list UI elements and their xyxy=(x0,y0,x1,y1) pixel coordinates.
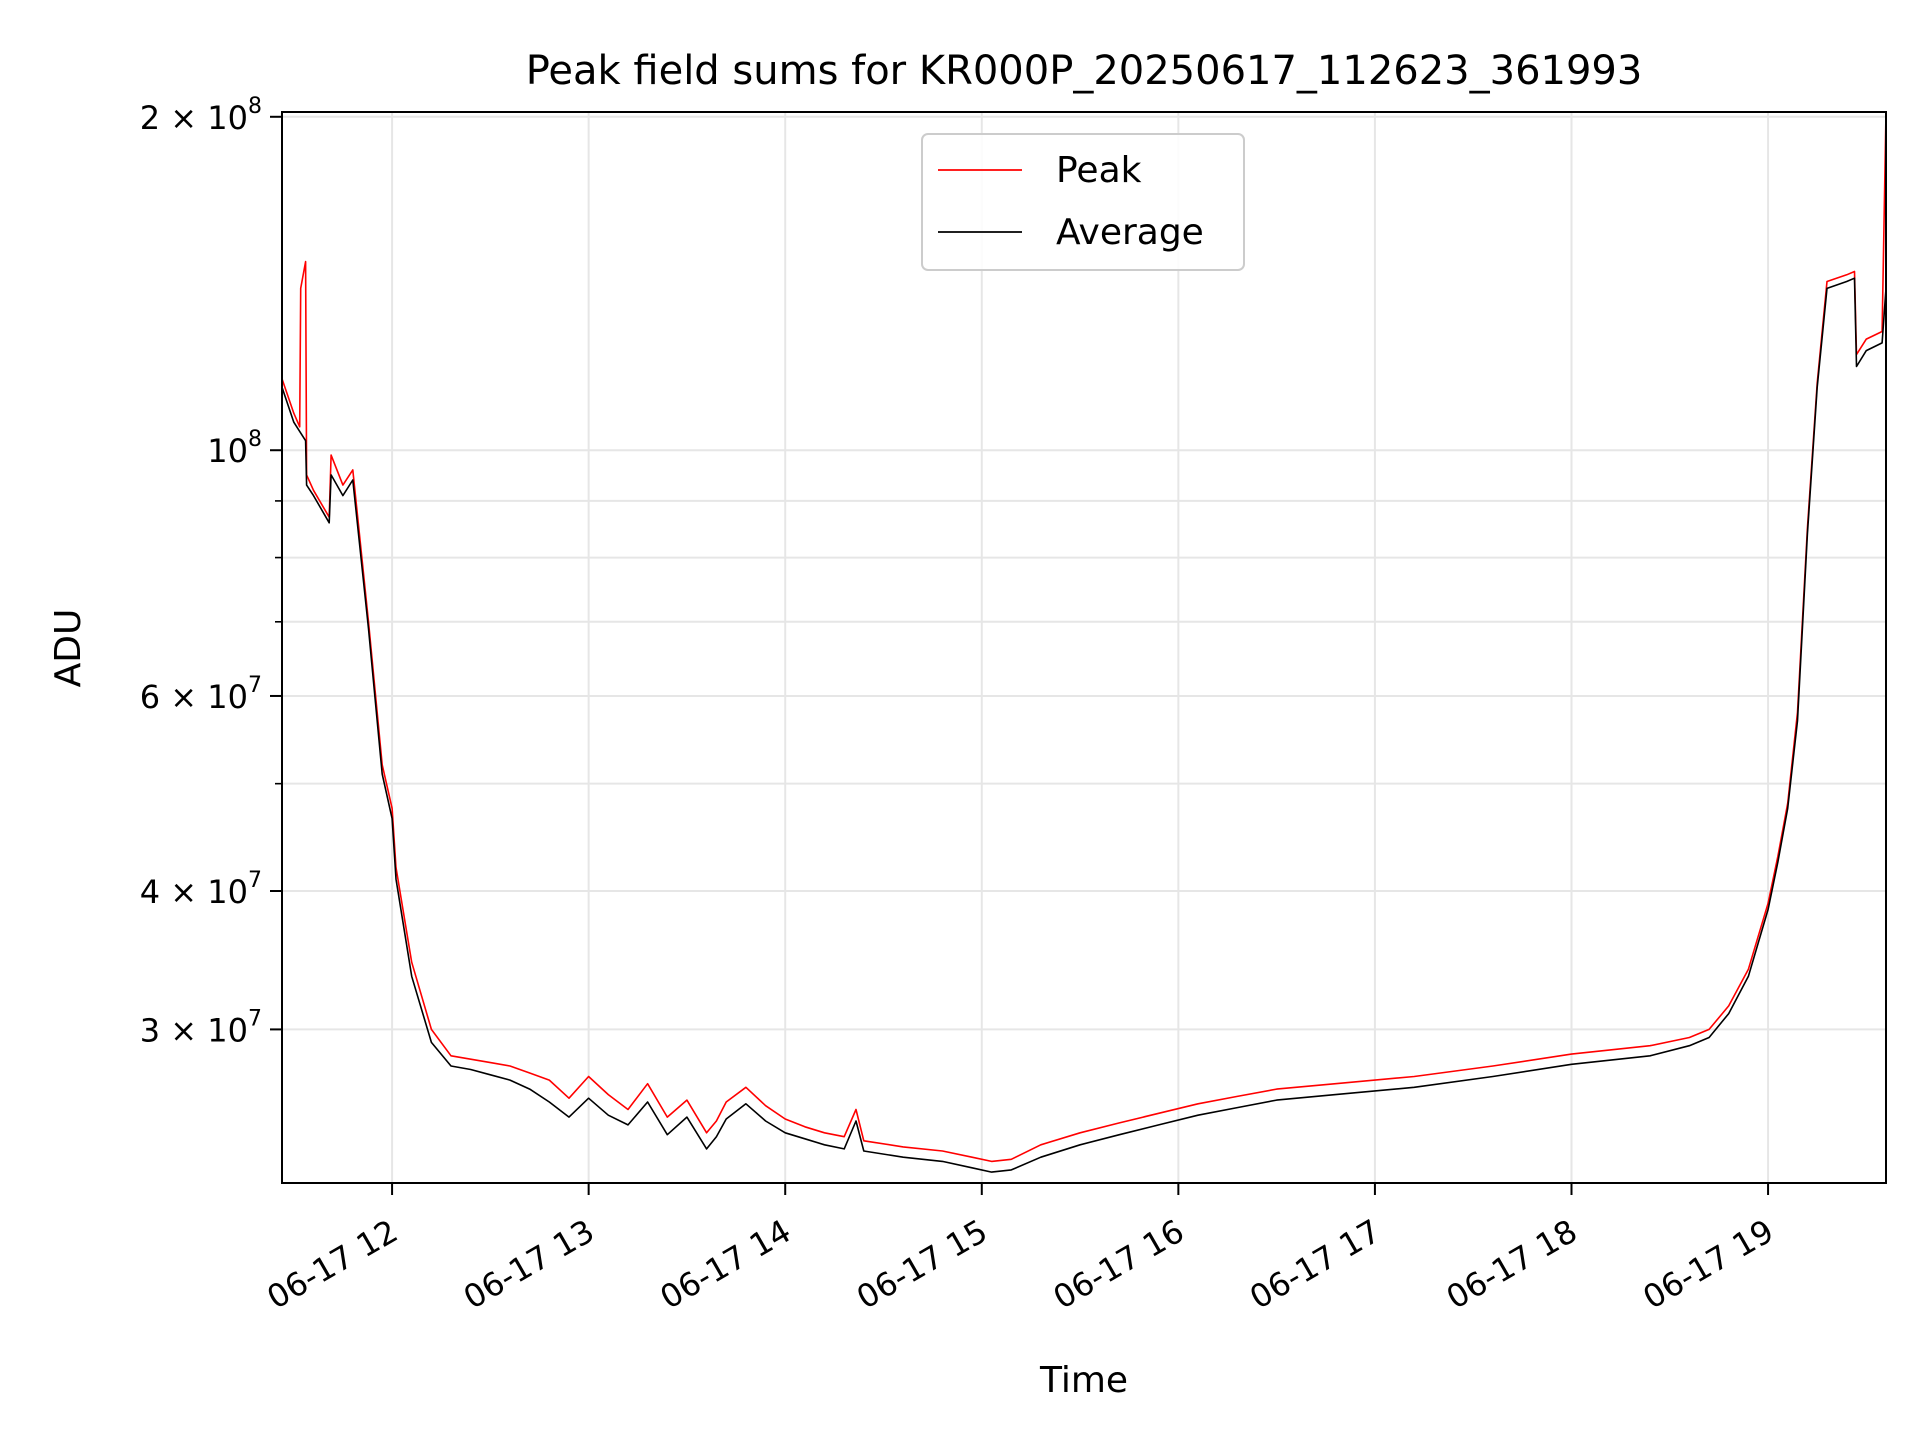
series-line-average xyxy=(281,277,1887,1173)
y-tick-mantissa: 4 xyxy=(140,873,160,911)
y-tick-times: × xyxy=(160,873,207,911)
y-tick-exponent: 8 xyxy=(248,94,262,119)
y-tick-base: 10 xyxy=(207,432,248,470)
y-tick-exponent: 7 xyxy=(248,868,262,893)
y-tick-label: 108 xyxy=(207,427,262,470)
y-tick-label: 2 × 108 xyxy=(140,94,262,137)
legend: Peak Average xyxy=(921,133,1245,271)
y-tick-base: 10 xyxy=(207,1011,248,1049)
y-tick-mantissa: 2 xyxy=(140,99,160,137)
y-axis-label: ADU xyxy=(48,609,89,688)
legend-label-average: Average xyxy=(1056,212,1204,253)
y-tick-exponent: 8 xyxy=(248,427,262,452)
legend-box xyxy=(921,133,1245,271)
series-lines xyxy=(281,111,1887,1173)
y-tick-label: 3 × 107 xyxy=(140,1006,262,1049)
y-tick-exponent: 7 xyxy=(248,673,262,698)
y-tick-times: × xyxy=(160,99,207,137)
plot-frame xyxy=(281,111,1887,1184)
grid xyxy=(282,112,1886,1183)
y-tick-label: 6 × 107 xyxy=(140,673,262,716)
y-tick-label: 4 × 107 xyxy=(140,868,262,911)
y-tick-base: 10 xyxy=(207,873,248,911)
legend-label-peak: Peak xyxy=(1056,150,1142,191)
y-tick-mantissa: 6 xyxy=(140,678,160,716)
y-tick-exponent: 7 xyxy=(248,1006,262,1031)
series-line-peak xyxy=(281,111,1887,1163)
y-tick-times: × xyxy=(160,678,207,716)
chart-title: Peak field sums for KR000P_20250617_1126… xyxy=(526,48,1643,94)
y-tick-base: 10 xyxy=(207,99,248,137)
y-tick-base: 10 xyxy=(207,678,248,716)
y-tick-times: × xyxy=(160,1011,207,1049)
y-tick-mantissa: 3 xyxy=(140,1011,160,1049)
x-axis-label: Time xyxy=(1039,1360,1128,1401)
